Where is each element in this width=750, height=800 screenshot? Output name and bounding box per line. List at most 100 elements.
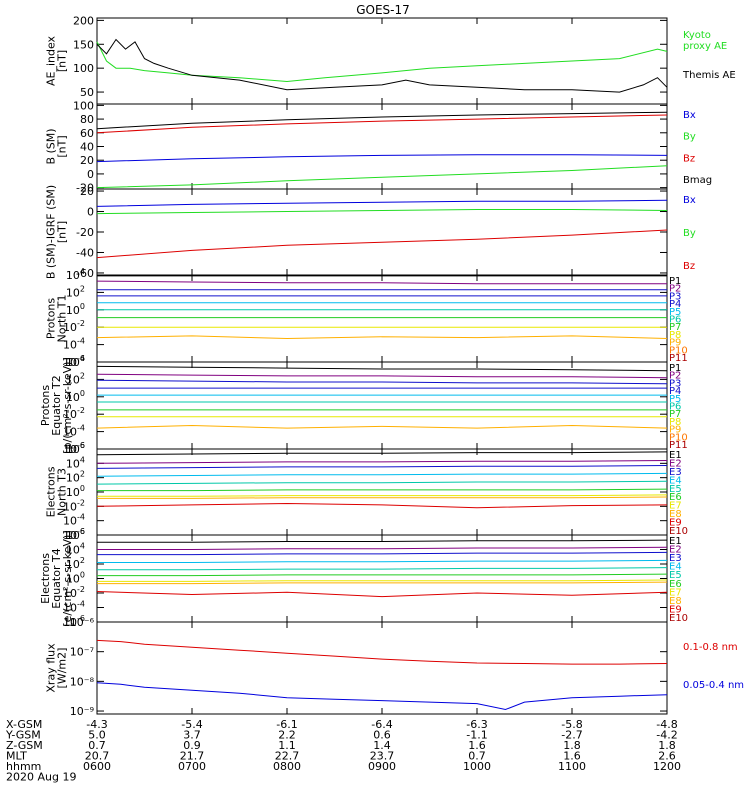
- series-line-P3: [96, 379, 668, 385]
- series-line-P9: [96, 335, 668, 340]
- series-line-Bz: [96, 114, 668, 134]
- ephemeris-value: -5.4: [181, 718, 202, 731]
- y-tick-label: 200: [73, 14, 94, 27]
- y-tick-label: -20: [76, 226, 94, 239]
- legend-label: E3: [669, 467, 682, 478]
- legend-label: P3: [669, 291, 681, 302]
- y-tick-label: 0: [87, 168, 94, 181]
- y-axis-label: [nT]: [56, 50, 69, 72]
- legend-label: 0.1-0.8 nm: [683, 642, 738, 653]
- y-tick-label: 10⁻⁸: [70, 675, 95, 688]
- series-line-Bx: [96, 154, 668, 163]
- ephemeris-label: MLT: [6, 750, 27, 763]
- legend-label: proxy AE: [683, 41, 727, 52]
- ephemeris-label: Y-GSM: [5, 729, 41, 742]
- legend-label: Kyoto: [683, 30, 711, 41]
- legend-label: E10: [669, 613, 688, 624]
- y-tick-label: 50: [80, 86, 94, 99]
- legend-label: P7: [669, 322, 681, 333]
- ephemeris-value: 0600: [83, 760, 111, 773]
- ephemeris-value: 2.2: [278, 729, 296, 742]
- ephemeris-value: 0.6: [373, 729, 391, 742]
- legend-label: Bz: [683, 261, 695, 272]
- y-axis-label: B (SM)-IGRF (SM): [45, 185, 58, 279]
- legend-label: E7: [669, 587, 682, 598]
- legend-label: E9: [669, 604, 682, 615]
- ephemeris-value: 0800: [273, 760, 301, 773]
- ephemeris-value: -6.4: [371, 718, 392, 731]
- y-axis-label: Xray flux: [45, 643, 58, 693]
- legend-label: E4: [669, 562, 682, 573]
- y-tick-label: 100: [73, 62, 94, 75]
- series-line-Themis-AE: [96, 38, 668, 93]
- legend-label: P5: [669, 307, 681, 318]
- y-tick-label: 104: [66, 455, 85, 470]
- y-tick-label: 10⁻⁷: [70, 646, 94, 659]
- y-tick-label: 20: [80, 154, 94, 167]
- legend-label: P9: [669, 338, 681, 349]
- y-tick-label: -20: [76, 182, 94, 195]
- y-tick-label: 60: [80, 127, 94, 140]
- legend-label: P10: [669, 432, 688, 443]
- y-axis-label: Electrons: [45, 466, 58, 517]
- ephemeris-label: X-GSM: [6, 718, 42, 731]
- legend-label: E9: [669, 518, 682, 529]
- series-line-E7: [97, 579, 668, 582]
- panel-frame: [96, 274, 668, 363]
- y-tick-label: 102: [66, 470, 85, 485]
- y-axis-label: North T3: [56, 468, 69, 516]
- y-tick-label: 40: [80, 141, 94, 154]
- legend-label: E3: [669, 553, 682, 564]
- legend-label: P1: [669, 276, 681, 287]
- ephemeris-value: -4.3: [86, 718, 107, 731]
- ephemeris-value: 1.6: [563, 750, 581, 763]
- series-line-E5: [96, 480, 668, 485]
- y-tick-label: 150: [73, 38, 94, 51]
- series-line-0-05-0-4-nm: [96, 682, 668, 711]
- series-line-Bz: [96, 229, 668, 259]
- series-line-0-1-0-8-nm: [96, 639, 668, 665]
- series-line-E2: [97, 546, 668, 550]
- series-line-E4: [97, 559, 668, 563]
- y-axis-label: [p/(cm²-s-sr-keV)]: [61, 357, 74, 454]
- series-line-E1: [96, 451, 668, 456]
- series-line-E2: [96, 460, 668, 464]
- legend-label: E8: [669, 509, 682, 520]
- legend-label: P6: [669, 315, 681, 326]
- legend-label: Themis AE: [682, 70, 736, 81]
- ephemeris-value: 22.7: [275, 750, 300, 763]
- ephemeris-value: -6.1: [276, 718, 297, 731]
- legend-label: E8: [669, 596, 682, 607]
- y-axis-label: B (SM): [45, 128, 58, 164]
- legend-label: P8: [669, 330, 681, 341]
- ephemeris-value: -2.7: [561, 729, 582, 742]
- legend-label: P1: [669, 363, 681, 374]
- legend-label: E10: [669, 526, 688, 537]
- legend-label: E7: [669, 501, 682, 512]
- series-line-E9: [96, 502, 668, 509]
- ephemeris-value: 0900: [368, 760, 396, 773]
- y-tick-label: -40: [76, 246, 94, 259]
- legend-label: E6: [669, 579, 682, 590]
- legend-label: E2: [669, 545, 682, 556]
- series-line-Kyoto-proxy-AE: [96, 41, 668, 83]
- ephemeris-value: 3.7: [183, 729, 201, 742]
- ephemeris-value: 1.1: [278, 739, 296, 752]
- ephemeris-value: 2.6: [658, 750, 676, 763]
- ephemeris-value: 1.8: [563, 739, 581, 752]
- ephemeris-value: 20.7: [85, 750, 110, 763]
- y-axis-label: Equator T2: [50, 375, 63, 435]
- ephemeris-value: 0.7: [468, 750, 486, 763]
- y-tick-label: 106: [66, 441, 85, 456]
- y-tick-label: 80: [80, 113, 94, 126]
- ephemeris-value: 1.4: [373, 739, 391, 752]
- series-line-E4: [96, 472, 668, 477]
- legend-label: Bmag: [683, 175, 712, 186]
- legend-label: E5: [669, 570, 682, 581]
- series-line-E7: [97, 494, 668, 497]
- legend-label: P9: [669, 425, 681, 436]
